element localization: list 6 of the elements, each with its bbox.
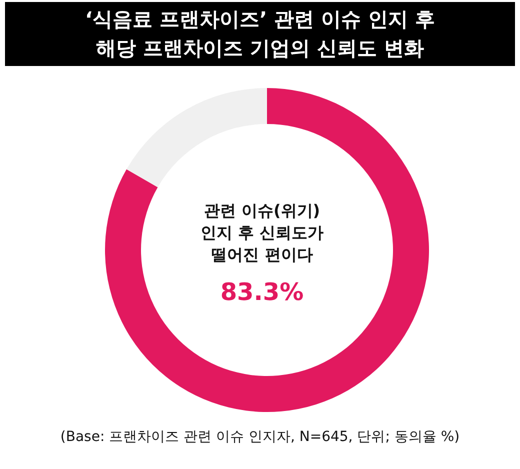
- text: (Base: 프랜차이즈 관련 이슈 인지자, N=645, 단위; 동의율 %): [59, 428, 461, 446]
- donut-slice: [105, 88, 429, 412]
- data-label: 83.3%: [219, 278, 305, 306]
- chart-title: ‘식음료 프랜차이즈’ 관련 이슈 인지 후 해당 프랜차이즈 기업의 신뢰도 변화: [5, 5, 515, 63]
- slice-label: 관련 이슈(위기) 인지 후 신뢰도가 떨어진 편이다: [199, 200, 325, 266]
- donut-slice: [126, 88, 267, 188]
